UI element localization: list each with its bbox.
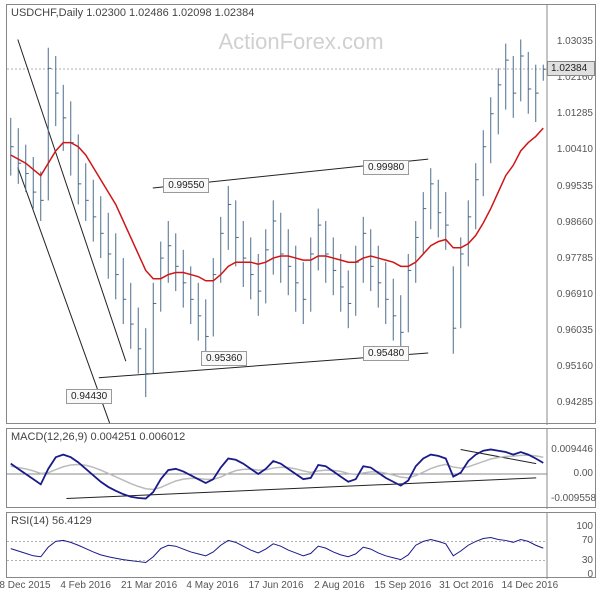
- x-tick-label: 4 May 2016: [186, 580, 238, 591]
- y-tick-label: 1.03035: [551, 36, 593, 47]
- macd-svg: [7, 429, 597, 509]
- rsi-panel: RSI(14) 56.4129 10070300: [6, 512, 596, 578]
- x-axis: 18 Dec 20154 Feb 201621 Mar 20164 May 20…: [6, 580, 546, 596]
- current-price-marker: 1.02384: [547, 61, 595, 76]
- y-tick-label: 1.00410: [551, 144, 593, 155]
- rsi-y-tick: 0: [551, 569, 593, 580]
- x-tick-label: 31 Oct 2016: [439, 580, 493, 591]
- x-tick-label: 17 Jun 2016: [248, 580, 303, 591]
- x-tick-label: 4 Feb 2016: [60, 580, 111, 591]
- y-tick-label: 0.98660: [551, 217, 593, 228]
- macd-panel: MACD(12,26,9) 0.004251 0.006012 0.009446…: [6, 428, 596, 508]
- price-annotation: 0.94430: [66, 389, 112, 404]
- macd-y-tick: -0.009558: [551, 493, 593, 504]
- price-annotation: 0.99550: [163, 178, 209, 193]
- rsi-y-tick: 100: [551, 521, 593, 532]
- price-annotation: 0.95480: [363, 346, 409, 361]
- rsi-svg: [7, 513, 597, 579]
- y-tick-label: 0.97785: [551, 253, 593, 264]
- x-tick-label: 15 Sep 2016: [375, 580, 432, 591]
- x-tick-label: 2 Aug 2016: [314, 580, 365, 591]
- rsi-y-tick: 70: [551, 535, 593, 546]
- price-annotation: 0.99980: [363, 160, 409, 175]
- rsi-y-tick: 30: [551, 555, 593, 566]
- price-chart-panel: USDCHF,Daily 1.02300 1.02486 1.02098 1.0…: [6, 4, 596, 424]
- macd-y-tick: 0.009446: [551, 444, 593, 455]
- y-tick-label: 0.96910: [551, 289, 593, 300]
- y-tick-label: 0.95160: [551, 361, 593, 372]
- y-tick-label: 1.01285: [551, 108, 593, 119]
- x-tick-label: 21 Mar 2016: [121, 580, 177, 591]
- y-tick-label: 0.96035: [551, 325, 593, 336]
- price-chart-svg: [7, 5, 597, 425]
- macd-y-tick: 0.00: [551, 468, 593, 479]
- x-tick-label: 18 Dec 2015: [0, 580, 51, 591]
- y-tick-label: 0.99535: [551, 181, 593, 192]
- price-annotation: 0.95360: [201, 351, 247, 366]
- y-tick-label: 0.94285: [551, 397, 593, 408]
- x-tick-label: 14 Dec 2016: [501, 580, 558, 591]
